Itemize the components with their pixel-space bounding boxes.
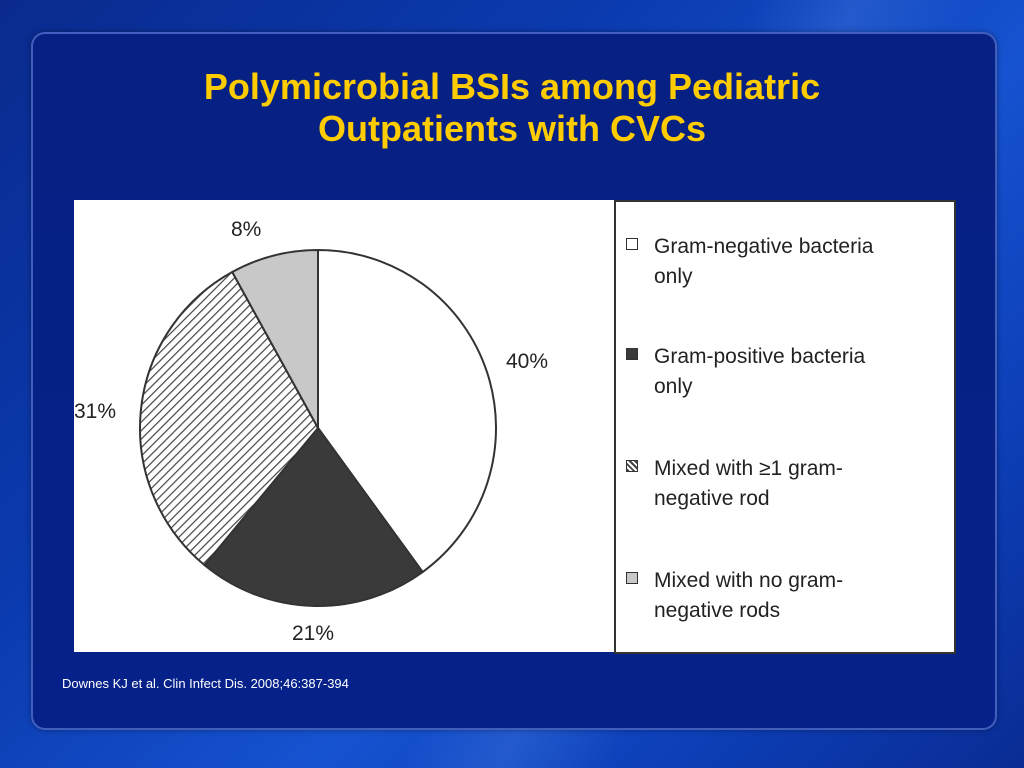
title-line-1: Polymicrobial BSIs among Pediatric xyxy=(203,66,821,107)
legend-label: Gram-positive bacteria only xyxy=(654,345,866,398)
slice-gram-positive xyxy=(203,426,425,607)
legend-label: Mixed with no gram- negative rods xyxy=(654,569,844,622)
legend-label: Gram-negative bacteria only xyxy=(654,235,874,288)
chart-area: 8% 40% 31% 21% Gram-negative bacteria on… xyxy=(74,200,956,654)
slide-title: Polymicrobial BSIs among Pediatric Outpa… xyxy=(31,66,993,150)
title-line-2: Outpatients with CVCs xyxy=(317,108,707,149)
legend-swatch xyxy=(626,572,638,584)
legend-label: Mixed with ≥1 gram- negative rod xyxy=(654,457,843,510)
chart-legend: Gram-negative bacteria only Gram-positiv… xyxy=(614,200,956,654)
pct-label-mixed-gram-negative: 31% xyxy=(74,400,117,423)
slice-mixed-no-gram-negative xyxy=(230,248,319,429)
legend-swatch xyxy=(626,238,638,250)
pie-chart xyxy=(139,248,497,607)
citation: Downes KJ et al. Clin Infect Dis. 2008;4… xyxy=(62,676,349,691)
slice-mixed-gram-negative xyxy=(139,270,320,567)
pct-label-mixed-no-gram-negative: 8% xyxy=(231,218,262,241)
pct-label-gram-negative: 40% xyxy=(506,350,549,373)
slice-gram-negative xyxy=(317,248,497,574)
legend-swatch xyxy=(626,348,638,360)
legend-swatch xyxy=(626,460,638,472)
pct-label-gram-positive: 21% xyxy=(292,622,335,645)
